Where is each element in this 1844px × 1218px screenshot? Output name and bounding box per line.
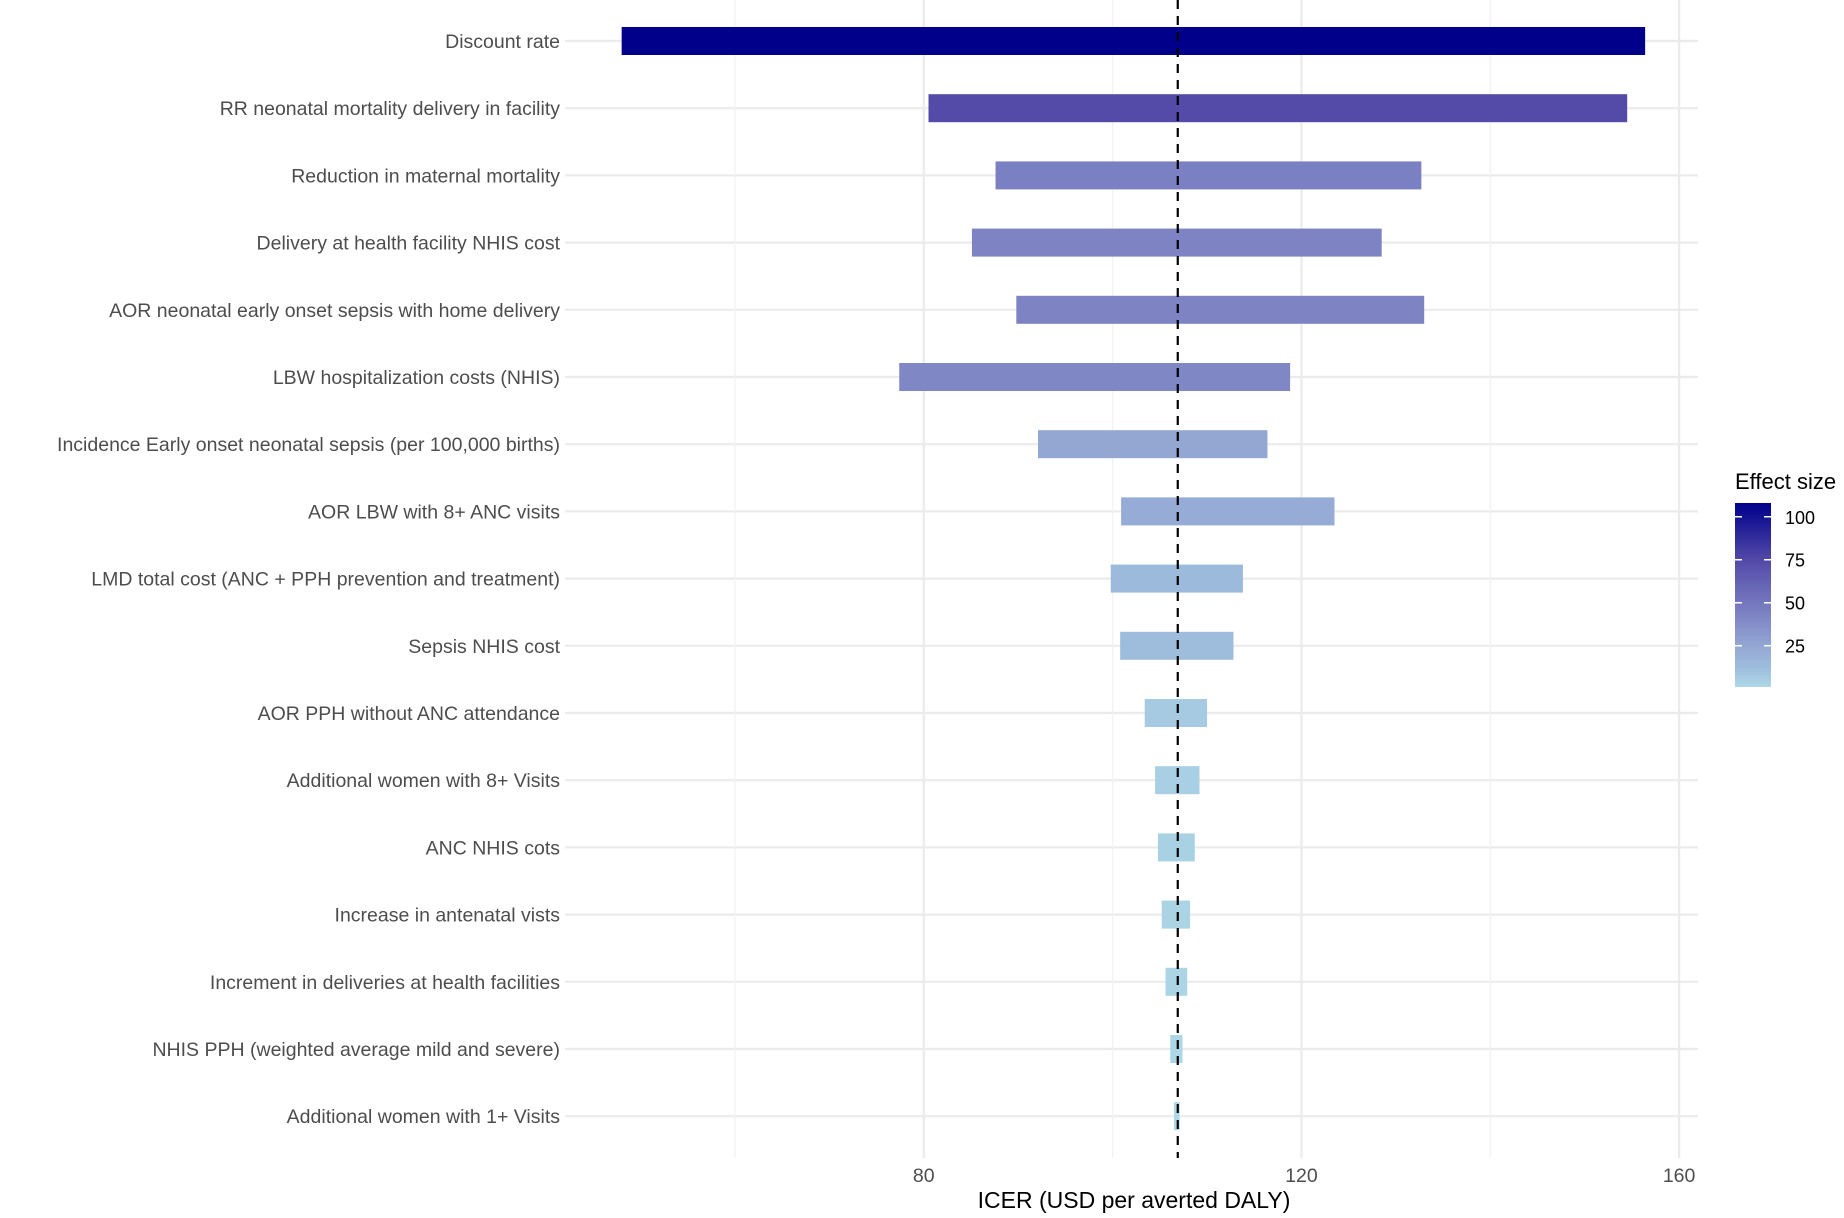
legend-title: Effect size — [1735, 469, 1836, 494]
y-tick-label: LBW hospitalization costs (NHIS) — [273, 367, 560, 389]
y-tick-label: LMD total cost (ANC + PPH prevention and… — [91, 569, 560, 591]
bar — [1016, 295, 1425, 324]
bar — [1173, 1102, 1180, 1131]
bar — [621, 27, 1646, 55]
y-tick-label: Additional women with 1+ Visits — [287, 1106, 561, 1128]
bar — [1165, 967, 1188, 996]
legend-colorbar — [1735, 503, 1771, 687]
y-tick-label: Incidence Early onset neonatal sepsis (p… — [57, 434, 560, 456]
y-tick-label: Sepsis NHIS cost — [408, 636, 560, 658]
grid — [565, 0, 1698, 1158]
bar — [1157, 833, 1195, 862]
bars — [621, 27, 1646, 1131]
y-tick-label: NHIS PPH (weighted average mild and seve… — [152, 1039, 560, 1061]
legend-tick-label: 100 — [1785, 508, 1815, 528]
bar — [995, 161, 1422, 190]
y-axis-labels: Discount rate RR neonatal mortality deliv… — [57, 31, 561, 1128]
x-tick-label: 80 — [913, 1165, 935, 1187]
x-tick-label: 160 — [1663, 1165, 1696, 1187]
x-axis-title: ICER (USD per averted DALY) — [978, 1187, 1291, 1213]
y-tick-label: Additional women with 8+ Visits — [287, 770, 561, 792]
bar — [1038, 430, 1268, 459]
y-tick-label: AOR neonatal early onset sepsis with hom… — [109, 300, 560, 322]
legend-tick-label: 75 — [1785, 551, 1805, 571]
bar — [928, 94, 1628, 123]
legend: Effect size 100 75 50 25 — [1735, 469, 1836, 687]
y-tick-label: Reduction in maternal mortality — [291, 165, 560, 187]
bar — [1161, 900, 1191, 929]
y-tick-label: Increment in deliveries at health facili… — [210, 972, 560, 994]
y-tick-label: ANC NHIS cots — [426, 837, 561, 859]
y-tick-label: AOR LBW with 8+ ANC visits — [308, 501, 560, 523]
bar — [1144, 699, 1208, 727]
y-tick-label: RR neonatal mortality delivery in facili… — [220, 98, 561, 120]
bar — [1121, 497, 1335, 526]
x-axis-ticks: 80 120 160 — [913, 1165, 1696, 1187]
x-tick-label: 120 — [1285, 1165, 1318, 1187]
y-tick-label: Delivery at health facility NHIS cost — [257, 233, 561, 255]
y-tick-label: Increase in antenatal vists — [335, 905, 561, 927]
bar — [899, 363, 1291, 391]
legend-tick-label: 25 — [1785, 637, 1805, 657]
legend-tick-label: 50 — [1785, 594, 1805, 614]
y-tick-label: AOR PPH without ANC attendance — [258, 703, 560, 725]
bar — [1170, 1035, 1183, 1063]
y-tick-label: Discount rate — [445, 31, 560, 53]
